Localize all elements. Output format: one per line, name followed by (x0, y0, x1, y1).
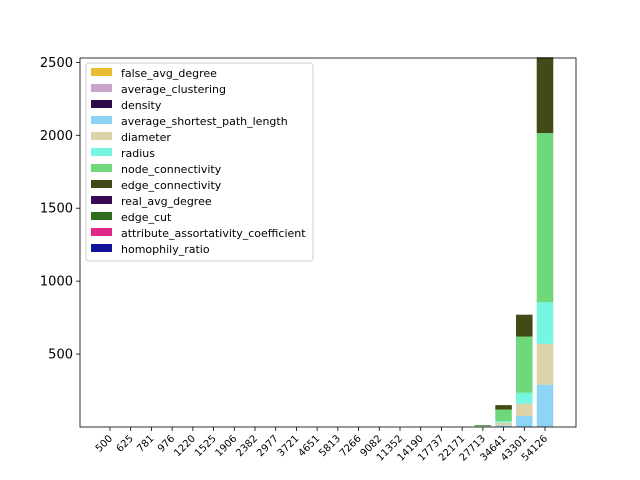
legend-swatch-attribute_assortativity_coefficient (91, 228, 112, 236)
x-tick-label-2977: 2977 (255, 433, 281, 459)
legend-label-diameter: diameter (121, 131, 171, 144)
legend-label-radius: radius (121, 147, 155, 160)
x-tick-label-4651: 4651 (296, 433, 322, 459)
bar-27713-node_connectivity (474, 425, 492, 427)
legend-label-edge_cut: edge_cut (121, 211, 172, 224)
legend-label-real_avg_degree: real_avg_degree (121, 195, 212, 208)
legend-swatch-average_shortest_path_length (91, 116, 112, 124)
bar-43301-radius (516, 392, 533, 404)
y-tick-label-1000: 1000 (40, 275, 73, 290)
x-tick-label-5813: 5813 (317, 433, 343, 459)
bar-54126-edge_connectivity (536, 57, 554, 134)
x-tick-label-7266: 7266 (338, 433, 364, 459)
y-tick-label-2000: 2000 (40, 129, 73, 144)
legend-box (85, 62, 314, 262)
x-tick-label-625: 625 (115, 433, 136, 454)
legend: false_avg_degree average_clusteringdensit… (85, 62, 314, 262)
legend-label-false_avg_degree: false_avg_degree (121, 67, 217, 80)
bar-34641-edge_connectivity (495, 405, 512, 410)
x-tick-label-500: 500 (94, 433, 115, 454)
bar-34641-diameter (495, 422, 512, 426)
bar-34641-node_connectivity (495, 409, 512, 422)
x-tick-label-1525: 1525 (193, 433, 219, 459)
legend-swatch-radius (91, 148, 112, 156)
legend-label-edge_connectivity: edge_connectivity (121, 179, 222, 192)
legend-swatch-homophily_ratio (91, 244, 112, 252)
x-tick-label-781: 781 (135, 433, 156, 454)
legend-label-homophily_ratio: homophily_ratio (121, 243, 210, 256)
bars-layer (453, 57, 554, 427)
legend-swatch-false_avg_degree (91, 68, 112, 76)
bar-34641-average_shortest_path_length (495, 425, 512, 427)
legend-swatch-density (91, 100, 112, 108)
bar-43301-edge_connectivity (516, 314, 533, 337)
legend-swatch-edge_cut (91, 212, 112, 220)
bar-54126-node_connectivity (536, 133, 554, 303)
bar-43301-node_connectivity (516, 336, 533, 393)
legend-swatch-diameter (91, 132, 112, 140)
legend-label-average_shortest_path_length: average_shortest_path_length (121, 115, 288, 128)
bar-54126-radius (536, 302, 554, 344)
y-tick-label-1500: 1500 (40, 202, 73, 217)
bar-34641-radius (495, 421, 512, 423)
legend-swatch-average_clustering (91, 84, 112, 92)
legend-swatch-edge_connectivity (91, 180, 112, 188)
plot-frame (79, 57, 577, 428)
bar-54126-average_shortest_path_length (536, 384, 554, 427)
legend-label-average_clustering: average_clustering (121, 83, 226, 96)
x-tick-label-1220: 1220 (172, 433, 198, 459)
y-tick-label-2500: 2500 (40, 56, 73, 71)
bar-43301-diameter (516, 403, 533, 417)
bar-54126-diameter (536, 343, 554, 385)
x-tick-label-1906: 1906 (214, 433, 240, 459)
legend-label-node_connectivity: node_connectivity (121, 163, 222, 176)
legend-swatch-real_avg_degree (91, 196, 112, 204)
y-tick-label-500: 500 (48, 348, 73, 363)
legend-label-density: density (121, 99, 162, 112)
legend-label-attribute_assortativity_coefficient: attribute_assortativity_coefficient (121, 227, 306, 240)
x-tick-label-2382: 2382 (234, 433, 260, 459)
legend-swatch-node_connectivity (91, 164, 112, 172)
x-tick-label-3721: 3721 (276, 433, 302, 459)
bar-43301-average_shortest_path_length (516, 416, 533, 427)
